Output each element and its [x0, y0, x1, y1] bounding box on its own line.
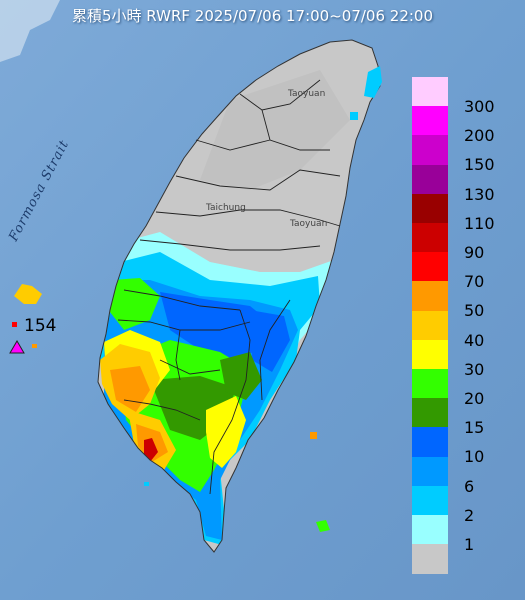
- legend-label: 110: [464, 213, 495, 233]
- legend-label: 2: [464, 505, 475, 525]
- terrain-shade: [200, 70, 350, 190]
- legend-swatch: [412, 456, 448, 487]
- penghu-island-orange: [32, 344, 37, 348]
- rain-zone-15mm-east: [220, 352, 262, 400]
- legend-swatch: [412, 515, 448, 545]
- legend-swatch: [412, 135, 448, 166]
- orchid-island: [316, 520, 330, 532]
- map-title: 累積5小時 RWRF 2025/07/06 17:00~07/06 22:00: [72, 7, 434, 25]
- legend-label: 150: [464, 155, 495, 175]
- legend-swatch: [412, 252, 448, 283]
- legend-label: 50: [464, 301, 485, 321]
- legend-label: 20: [464, 389, 485, 408]
- legend-label: 130: [464, 184, 495, 204]
- county-boundaries: [117, 79, 341, 495]
- legend-label: 30: [464, 359, 485, 379]
- triangle-marker-icon: [9, 340, 25, 354]
- rain-zone-20mm: [110, 278, 160, 330]
- taiwan-coastline: [97, 39, 381, 553]
- rain-zone-30mm-south: [206, 396, 246, 468]
- legend-swatch: [412, 485, 448, 516]
- max-rainfall-value: 154: [24, 316, 57, 336]
- color-legend: 300 200 150 130 110 90 70 50 40 30 20 15 10 6 2 1: [412, 77, 522, 575]
- place-label-taichung: Taichung: [205, 203, 246, 213]
- legend-swatch: [412, 544, 448, 575]
- legend-swatch: [412, 193, 448, 224]
- rain-zone-max: [144, 438, 158, 462]
- mainland-coast: [0, 0, 60, 62]
- legend-swatch: [412, 339, 448, 370]
- legend-label: 1: [464, 535, 475, 554]
- rain-zone-50mm: [110, 366, 150, 412]
- rain-zone-10mm: [160, 292, 270, 360]
- rain-ne-dot: [350, 112, 358, 120]
- legend-label: 40: [464, 330, 485, 350]
- rain-ne-coast: [364, 66, 382, 98]
- legend-label: 300: [464, 97, 495, 116]
- legend-label: 6: [464, 476, 475, 496]
- legend-swatch: [412, 106, 448, 137]
- legend-swatch: [412, 427, 448, 458]
- legend-label: 70: [464, 272, 485, 292]
- legend-swatch: [412, 398, 448, 429]
- place-label-taoyuan-south: Taoyuan: [289, 219, 327, 229]
- legend-swatch: [412, 77, 448, 107]
- legend-swatch: [412, 281, 448, 312]
- rain-zone-10mm-east: [250, 310, 290, 372]
- legend-swatch: [412, 164, 448, 195]
- legend-label: 10: [464, 447, 485, 467]
- legend-swatch: [412, 369, 448, 399]
- green-island: [310, 432, 317, 439]
- legend-label: 90: [464, 243, 485, 262]
- penghu-island-red: [12, 322, 17, 327]
- south-tip-dot: [144, 482, 149, 486]
- penghu-islands: [14, 284, 42, 304]
- legend-swatch: [412, 310, 448, 341]
- place-label-taoyuan: Taoyuan: [287, 89, 325, 99]
- legend-label: 200: [464, 126, 495, 146]
- legend-label: 15: [464, 418, 485, 438]
- legend-swatch: [412, 223, 448, 253]
